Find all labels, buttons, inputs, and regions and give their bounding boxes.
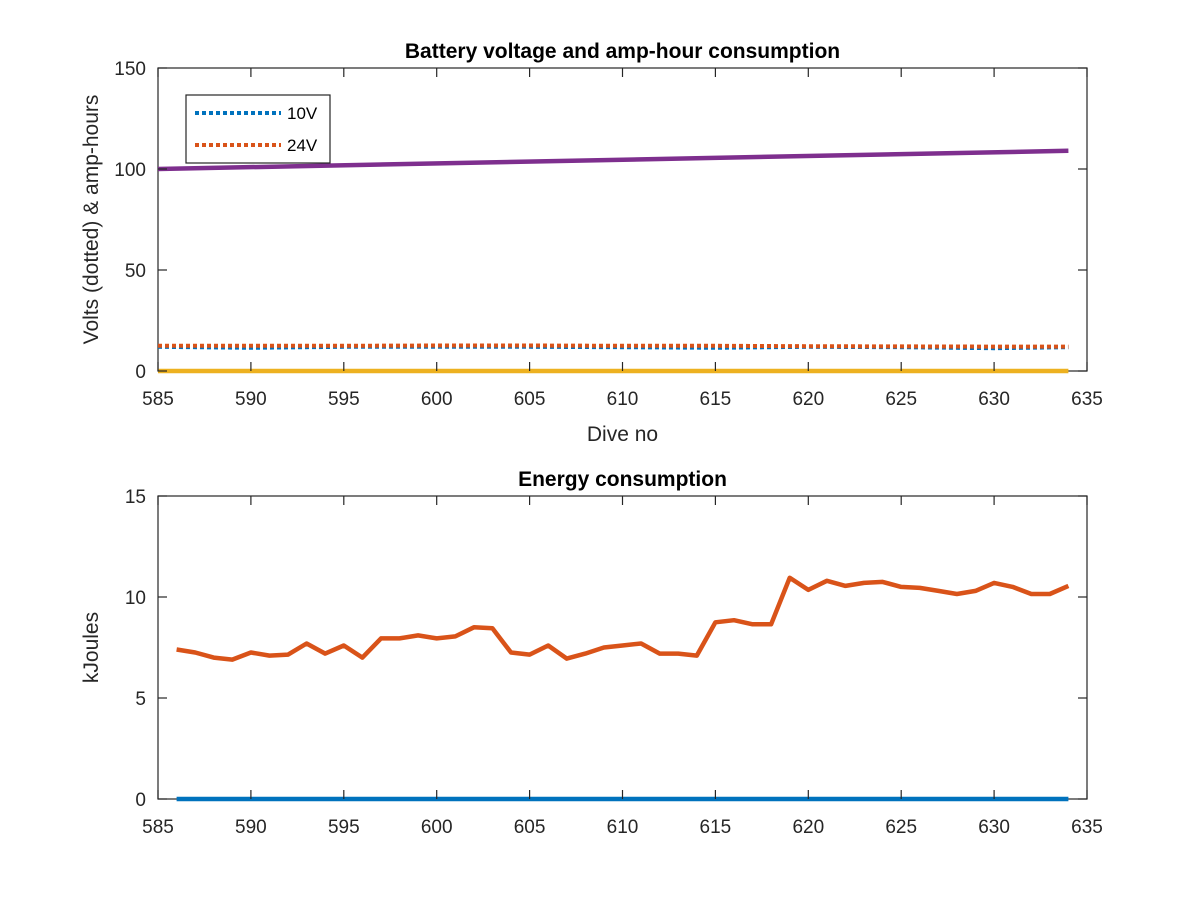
x-tick-label: 625 [885,389,917,410]
x-tick-label: 615 [700,817,732,838]
y-tick-label: 5 [135,689,146,710]
y-axis-label: Volts (dotted) & amp-hours [80,95,103,345]
y-tick-label: 0 [135,790,146,811]
y-tick-label: 150 [114,59,146,80]
x-tick-label: 635 [1071,389,1103,410]
x-axis-label: Dive no [587,423,658,446]
y-tick-label: 15 [125,487,146,508]
y-tick-label: 10 [125,588,146,609]
voltage-chart: 585 590 595 600 605 610 615 620 625 630 635 0 50 100 1… [80,40,1103,446]
x-tick-label: 630 [978,389,1010,410]
y-tick-label: 100 [114,160,146,181]
legend: 10V 24V [185,94,331,164]
chart-title: Energy consumption [518,468,727,491]
series-line-1 [176,575,1070,662]
x-tick-label: 585 [142,389,174,410]
legend-box [185,94,331,164]
x-tick-label: 635 [1071,817,1103,838]
energy-chart: 585 590 595 600 605 610 615 620 625 630 635 0 5 10 15 E… [80,468,1103,838]
x-tick-label: 605 [514,389,546,410]
x-tick-label: 620 [792,389,824,410]
x-tick-label: 590 [235,817,267,838]
x-tick-label: 620 [792,817,824,838]
x-tick-label: 605 [514,817,546,838]
series-line-3 [157,148,1069,172]
y-axis-label: kJoules [80,612,103,683]
y-tick-label: 50 [125,261,146,282]
y-tick-label: 0 [135,362,146,383]
x-tick-label: 600 [421,817,453,838]
chart-title: Battery voltage and amp-hour consumption [405,40,840,63]
x-tick-label: 600 [421,389,453,410]
x-tick-label: 595 [328,389,360,410]
legend-label: 10V [287,104,318,123]
x-tick-label: 610 [607,817,639,838]
x-tick-label: 615 [700,389,732,410]
x-tick-label: 625 [885,817,917,838]
x-tick-label: 630 [978,817,1010,838]
legend-label: 24V [287,136,318,155]
x-tick-label: 610 [607,389,639,410]
x-tick-label: 595 [328,817,360,838]
series-line-1 [158,343,1069,349]
x-tick-label: 590 [235,389,267,410]
x-tick-label: 585 [142,817,174,838]
